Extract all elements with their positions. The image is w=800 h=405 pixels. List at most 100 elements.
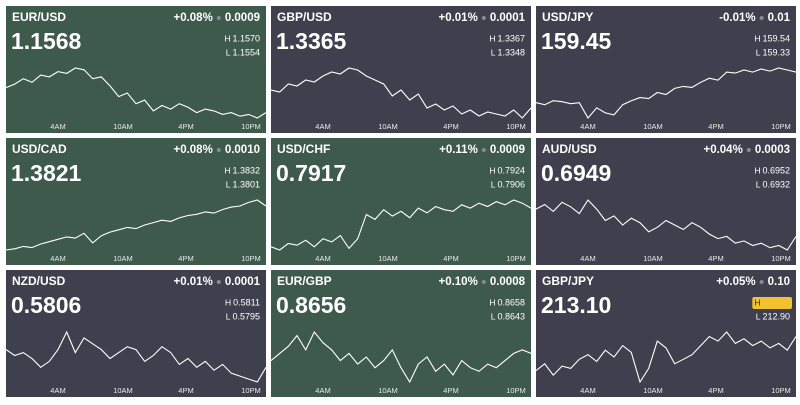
separator-dot bbox=[481, 148, 486, 152]
tile-background bbox=[536, 6, 796, 133]
tile-background bbox=[536, 270, 796, 397]
price: 1.3821 bbox=[11, 160, 82, 186]
tile-background bbox=[271, 138, 531, 265]
sparkline bbox=[536, 67, 796, 119]
time-label: 4PM bbox=[178, 386, 193, 395]
separator-dot bbox=[481, 280, 486, 284]
low-value: 0.5795 bbox=[232, 311, 260, 321]
sparkline bbox=[271, 199, 531, 251]
time-label: 4AM bbox=[580, 386, 595, 395]
time-label: 10PM bbox=[241, 386, 261, 395]
change: 0.0009 bbox=[225, 12, 260, 24]
change: 0.10 bbox=[768, 276, 790, 288]
sparkline bbox=[536, 331, 796, 384]
time-label: 4PM bbox=[708, 386, 723, 395]
change-percent: +0.05% bbox=[716, 276, 755, 288]
high-label: H bbox=[489, 165, 495, 175]
high-label: H bbox=[489, 297, 495, 307]
separator-dot bbox=[759, 16, 764, 20]
pair-title: GBP/JPY bbox=[542, 274, 594, 288]
high-label: H bbox=[224, 165, 230, 175]
change-percent: +0.08% bbox=[173, 144, 212, 156]
high-label: H bbox=[489, 33, 495, 43]
high-value: 1.3367 bbox=[497, 33, 525, 43]
change: 0.0009 bbox=[490, 144, 525, 156]
sparkline bbox=[271, 67, 531, 119]
time-label: 10AM bbox=[378, 386, 398, 395]
pair-title: NZD/USD bbox=[12, 274, 66, 288]
time-label: 4PM bbox=[443, 122, 458, 131]
high-label: H bbox=[754, 297, 760, 307]
separator-dot bbox=[216, 16, 221, 20]
time-label: 10AM bbox=[643, 386, 663, 395]
change-percent: +0.01% bbox=[173, 276, 212, 288]
low-label: L bbox=[226, 179, 231, 189]
pair-title: USD/CHF bbox=[277, 142, 330, 156]
high-label: H bbox=[225, 297, 231, 307]
time-label: 4PM bbox=[443, 254, 458, 263]
time-label: 10PM bbox=[506, 254, 526, 263]
sparkline bbox=[6, 330, 266, 383]
high-label: H bbox=[754, 33, 760, 43]
tile-background bbox=[6, 270, 266, 397]
time-label: 10AM bbox=[113, 122, 133, 131]
time-label: 4AM bbox=[580, 122, 595, 131]
time-label: 4PM bbox=[708, 122, 723, 131]
price: 0.5806 bbox=[11, 292, 81, 318]
high-label: H bbox=[754, 165, 760, 175]
low-label: L bbox=[491, 47, 496, 57]
tile-background bbox=[271, 6, 531, 133]
high-value: 0.8658 bbox=[497, 297, 525, 307]
time-label: 10PM bbox=[241, 122, 261, 131]
tile-background bbox=[271, 270, 531, 397]
high-label: H bbox=[224, 33, 230, 43]
low-value: 1.3801 bbox=[232, 179, 260, 189]
time-label: 10PM bbox=[506, 122, 526, 131]
separator-dot bbox=[216, 148, 221, 152]
time-label: 10AM bbox=[643, 122, 663, 131]
time-label: 4PM bbox=[178, 254, 193, 263]
change: 0.0001 bbox=[490, 12, 526, 24]
sparkline bbox=[536, 199, 796, 251]
price: 0.7917 bbox=[276, 160, 346, 186]
change-percent: +0.04% bbox=[703, 144, 742, 156]
change: 0.0003 bbox=[755, 144, 790, 156]
price: 213.10 bbox=[541, 292, 611, 318]
time-label: 4AM bbox=[580, 254, 595, 263]
time-label: 4PM bbox=[708, 254, 723, 263]
time-label: 10PM bbox=[771, 386, 791, 395]
change-percent: -0.01% bbox=[719, 12, 755, 24]
change: 0.0010 bbox=[225, 144, 260, 156]
tile-background bbox=[6, 6, 266, 133]
low-label: L bbox=[756, 47, 761, 57]
low-label: L bbox=[226, 311, 231, 321]
tile-background bbox=[536, 138, 796, 265]
change-percent: +0.01% bbox=[438, 12, 477, 24]
high-value: 1.3832 bbox=[232, 165, 260, 175]
tile-grid: EUR/USD 1.1568 0.0009 +0.08% 1.1570 H 1.1554 L 4… bbox=[6, 6, 796, 397]
time-label: 4AM bbox=[315, 386, 330, 395]
low-label: L bbox=[226, 47, 231, 57]
high-value: 0.7924 bbox=[497, 165, 525, 175]
time-label: 4AM bbox=[50, 386, 65, 395]
time-label: 4PM bbox=[178, 122, 193, 131]
price: 1.1568 bbox=[11, 28, 82, 54]
low-value: 0.7906 bbox=[497, 179, 525, 189]
high-value: 0.5811 bbox=[233, 297, 260, 307]
time-label: 10PM bbox=[241, 254, 261, 263]
high-highlight bbox=[752, 297, 792, 309]
low-label: L bbox=[756, 311, 761, 321]
time-label: 4AM bbox=[50, 122, 65, 131]
high-value: 1.1570 bbox=[232, 33, 260, 43]
time-label: 10PM bbox=[771, 254, 791, 263]
pair-title: AUD/USD bbox=[542, 142, 597, 156]
separator-dot bbox=[481, 16, 486, 20]
